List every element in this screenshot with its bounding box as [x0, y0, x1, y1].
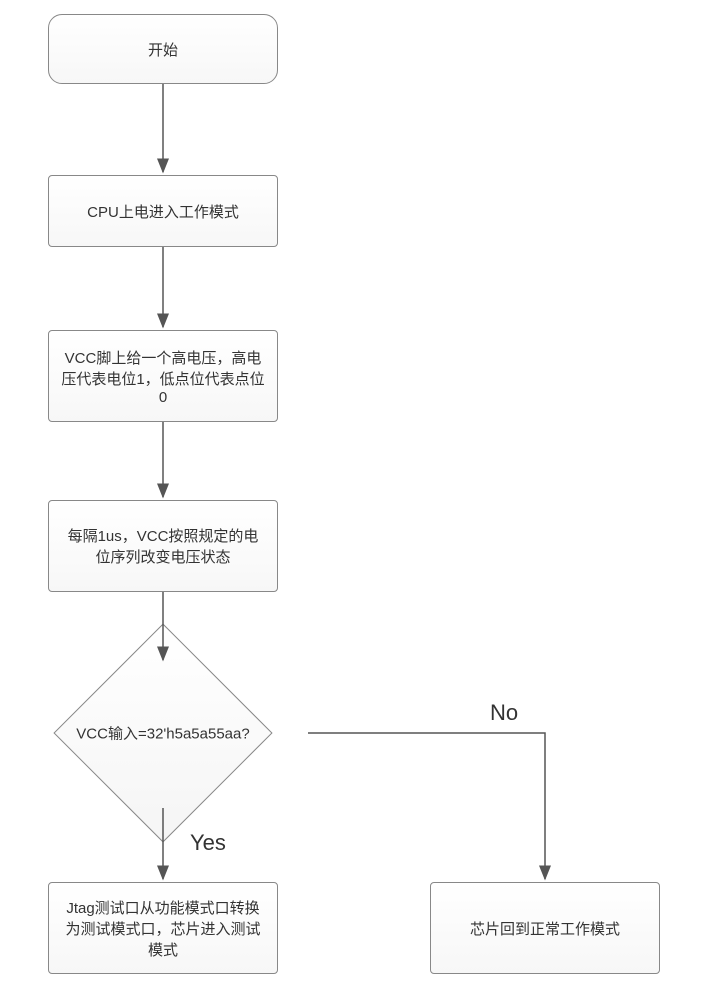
node-label: 开始 — [148, 39, 178, 60]
edge-label-yes: Yes — [190, 830, 226, 856]
flow-node-3: 每隔1us，VCC按照规定的电位序列改变电压状态 — [48, 500, 278, 592]
flow-node-no: 芯片回到正常工作模式 — [430, 882, 660, 974]
edge-label-no: No — [490, 700, 518, 726]
node-label: Jtag测试口从功能模式口转换为测试模式口，芯片进入测试模式 — [61, 897, 265, 960]
flow-node-1: CPU上电进入工作模式 — [48, 175, 278, 247]
node-label: VCC脚上给一个高电压，高电压代表电位1，低点位代表点位0 — [61, 347, 265, 406]
flow-node-yes: Jtag测试口从功能模式口转换为测试模式口，芯片进入测试模式 — [48, 882, 278, 974]
node-label: 每隔1us，VCC按照规定的电位序列改变电压状态 — [61, 525, 265, 567]
node-label: 芯片回到正常工作模式 — [470, 918, 620, 939]
flow-node-2: VCC脚上给一个高电压，高电压代表电位1，低点位代表点位0 — [48, 330, 278, 422]
flow-node-start: 开始 — [48, 14, 278, 84]
node-label: CPU上电进入工作模式 — [87, 201, 239, 222]
node-label: VCC输入=32'h5a5a55aa? — [18, 723, 308, 744]
flow-node-decision: VCC输入=32'h5a5a55aa? — [18, 663, 308, 803]
